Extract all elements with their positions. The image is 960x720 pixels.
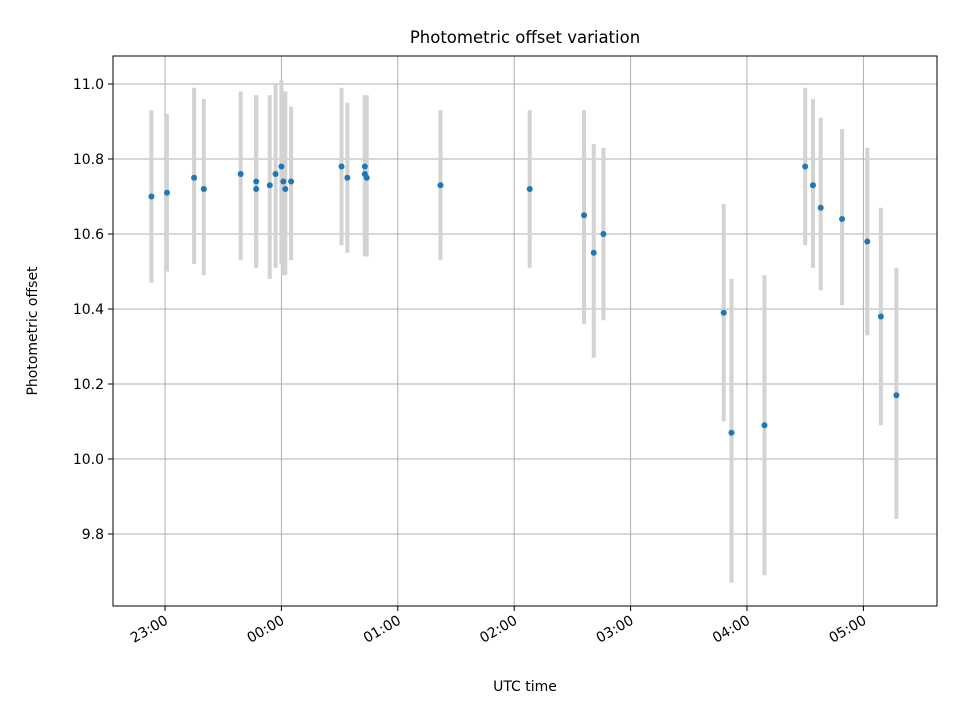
data-point <box>363 174 370 181</box>
data-point <box>720 309 727 316</box>
data-point <box>253 178 260 185</box>
data-point <box>802 163 809 170</box>
data-point <box>288 178 295 185</box>
data-point <box>338 163 345 170</box>
data-point <box>817 204 824 211</box>
grid <box>113 56 937 606</box>
data-point <box>761 422 768 429</box>
y-axis-label: Photometric offset <box>25 266 41 396</box>
data-point <box>282 186 289 192</box>
data-point <box>728 429 735 436</box>
data-point <box>272 171 279 177</box>
y-axis: 9.8 10.0 10.2 10.4 10.6 10.8 11.0 <box>73 77 113 543</box>
y-tick-label: 10.8 <box>73 152 104 168</box>
data-point <box>581 212 588 219</box>
data-point <box>437 182 444 189</box>
data-point <box>253 186 260 192</box>
y-tick-label: 10.2 <box>73 377 104 393</box>
chart-title: Photometric offset variation <box>410 28 640 47</box>
y-tick-label: 10.4 <box>73 302 104 318</box>
data-point <box>278 163 285 170</box>
x-axis-label: UTC time <box>493 679 557 695</box>
data-points <box>148 163 900 436</box>
data-point <box>148 193 155 200</box>
y-tick-label: 10.6 <box>73 227 104 243</box>
data-point <box>344 174 351 181</box>
data-point <box>893 392 900 399</box>
data-point <box>526 186 533 192</box>
data-point <box>266 182 273 189</box>
data-point <box>200 186 207 192</box>
data-point <box>163 189 170 196</box>
y-tick-label: 9.8 <box>82 527 104 543</box>
data-point <box>590 249 597 256</box>
y-tick-label: 11.0 <box>73 77 104 93</box>
data-point <box>600 231 607 237</box>
data-point <box>839 216 846 222</box>
data-point <box>809 182 816 189</box>
data-point <box>864 238 871 245</box>
data-point <box>237 171 244 177</box>
data-point <box>361 163 368 170</box>
data-point <box>280 178 287 185</box>
data-point <box>191 174 198 181</box>
data-point <box>877 313 884 320</box>
plot-frame <box>112 55 938 607</box>
y-tick-label: 10.0 <box>73 452 104 468</box>
